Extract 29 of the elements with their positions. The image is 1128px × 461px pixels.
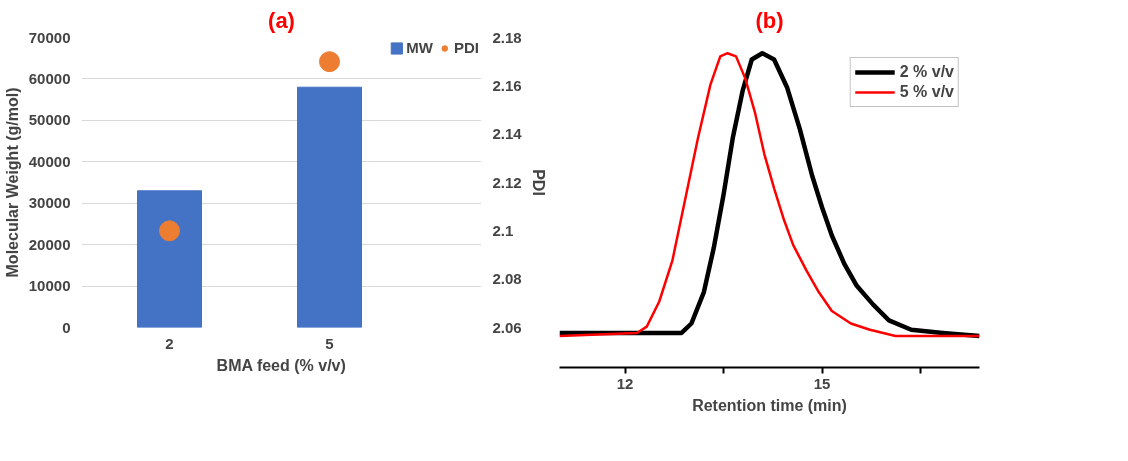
legend-label: 2 % v/v bbox=[899, 63, 954, 81]
legend-label: MW bbox=[406, 39, 433, 56]
x-axis-title: BMA feed (% v/v) bbox=[216, 356, 346, 374]
x-tick-label: 5 bbox=[325, 334, 334, 352]
y2-tick-label: 2.1 bbox=[492, 221, 514, 239]
y-tick-label: 0 bbox=[62, 318, 71, 336]
y-axis-title: Molecular Weight (g/mol) bbox=[3, 87, 21, 278]
legend-label: 5 % v/v bbox=[899, 83, 954, 101]
y2-tick-label: 2.08 bbox=[492, 270, 522, 288]
y2-axis-title: PDI bbox=[529, 169, 547, 196]
y-tick-label: 30000 bbox=[28, 194, 71, 212]
chart-title: (a) bbox=[268, 7, 295, 33]
x-tick-label: 15 bbox=[813, 374, 831, 392]
y2-tick-label: 2.16 bbox=[492, 76, 522, 94]
y2-tick-label: 2.18 bbox=[492, 28, 522, 46]
y2-tick-label: 2.06 bbox=[492, 318, 522, 336]
y-tick-label: 40000 bbox=[28, 152, 71, 170]
y-tick-label: 60000 bbox=[28, 69, 71, 87]
y2-tick-label: 2.12 bbox=[492, 173, 522, 191]
x-tick-label: 12 bbox=[616, 374, 634, 392]
y-tick-label: 20000 bbox=[28, 235, 71, 253]
y-tick-label: 10000 bbox=[28, 277, 71, 295]
x-tick-label: 2 bbox=[165, 334, 174, 352]
legend-label: PDI bbox=[453, 39, 479, 56]
y-tick-label: 70000 bbox=[28, 28, 71, 46]
x-axis-title: Retention time (min) bbox=[692, 396, 847, 414]
y2-tick-label: 2.14 bbox=[492, 125, 523, 143]
chart-title: (b) bbox=[755, 7, 784, 33]
y-tick-label: 50000 bbox=[28, 111, 71, 129]
